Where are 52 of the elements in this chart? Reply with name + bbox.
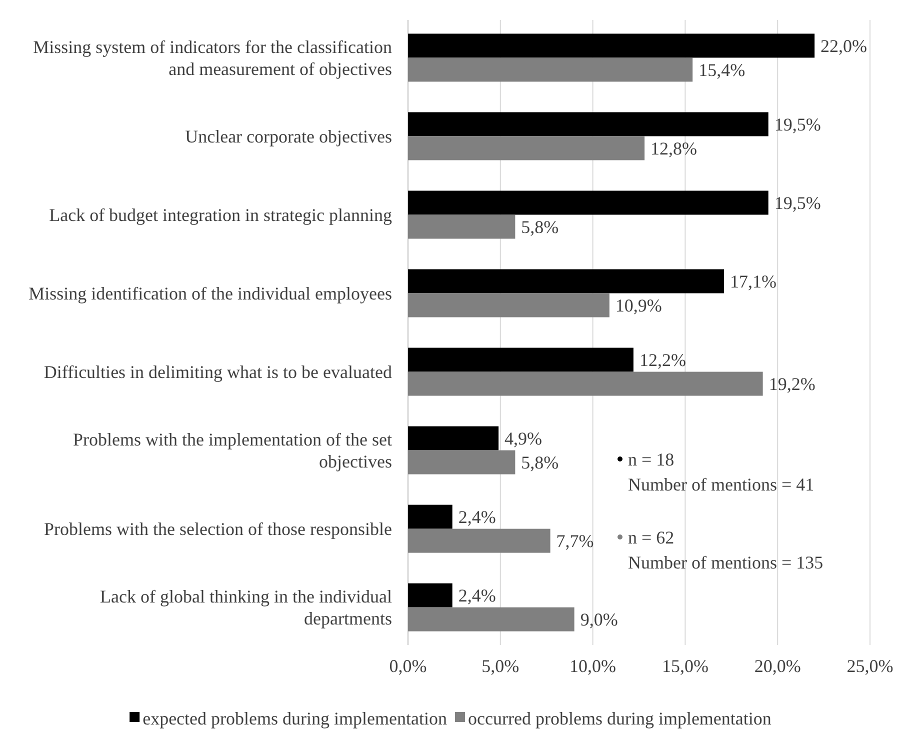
x-tick-label: 15,0% <box>662 656 708 676</box>
bar <box>408 58 693 82</box>
annotation: Number of mentions = 41 <box>628 474 814 494</box>
x-tick-label: 10,0% <box>570 656 616 676</box>
data-label: 19,5% <box>774 193 821 214</box>
bar <box>408 269 724 294</box>
annotation: n = 62 <box>628 527 674 548</box>
annotation: Number of mentions = 135 <box>628 552 824 572</box>
bar <box>408 136 645 160</box>
legend-label: occurred problems during implementation <box>468 708 772 728</box>
bar <box>408 293 610 318</box>
x-tick-label: 20,0% <box>754 656 801 676</box>
bar <box>408 372 763 396</box>
annotation: n = 18 <box>628 449 674 470</box>
data-label: 12,2% <box>639 350 686 370</box>
legend-label: expected problems during implementation <box>142 708 447 728</box>
data-label: 4,9% <box>504 428 542 449</box>
data-label: 10,9% <box>615 296 662 316</box>
data-label: 19,5% <box>774 114 821 135</box>
bar <box>408 528 550 553</box>
data-label: 5,8% <box>521 217 559 238</box>
data-label: 9,0% <box>580 610 618 630</box>
bar <box>408 34 815 58</box>
x-tick-label: 0,0% <box>389 656 427 676</box>
y-tick-label: Missing system of indicators for the classification and measurement of objectives <box>33 36 392 79</box>
bar <box>408 583 452 608</box>
bar <box>408 348 634 372</box>
bar <box>408 426 499 450</box>
data-label: 17,1% <box>730 272 777 292</box>
bar <box>408 607 574 632</box>
y-tick-label: Problems with the selection of those responsible <box>44 519 392 540</box>
bar <box>408 190 768 215</box>
data-label: 19,2% <box>768 374 816 394</box>
x-tick-label: 25,0% <box>846 656 894 676</box>
data-label: 15,4% <box>698 60 746 80</box>
data-label: 7,7% <box>556 531 594 552</box>
bar <box>408 504 452 529</box>
data-label: 12,8% <box>650 138 698 159</box>
bar <box>408 112 768 136</box>
y-tick-label: Difficulties in delimiting what is to be evaluated <box>44 362 392 382</box>
data-label: 5,8% <box>521 452 559 473</box>
y-tick-label: Missing identification of the individual employees <box>28 284 392 304</box>
bar <box>408 450 516 474</box>
y-tick-label: Problems with the implementation of the set objectives <box>73 430 392 472</box>
data-label: 2,4% <box>458 586 496 606</box>
data-label: 2,4% <box>458 507 496 528</box>
y-tick-label: Lack of budget integration in strategic planning <box>49 205 392 226</box>
data-label: 22,0% <box>820 36 868 56</box>
y-tick-label: Lack of global thinking in the individual departments <box>100 586 392 629</box>
y-tick-label: Unclear corporate objectives <box>185 126 392 147</box>
bar <box>408 214 516 239</box>
x-tick-label: 5,0% <box>482 656 520 676</box>
